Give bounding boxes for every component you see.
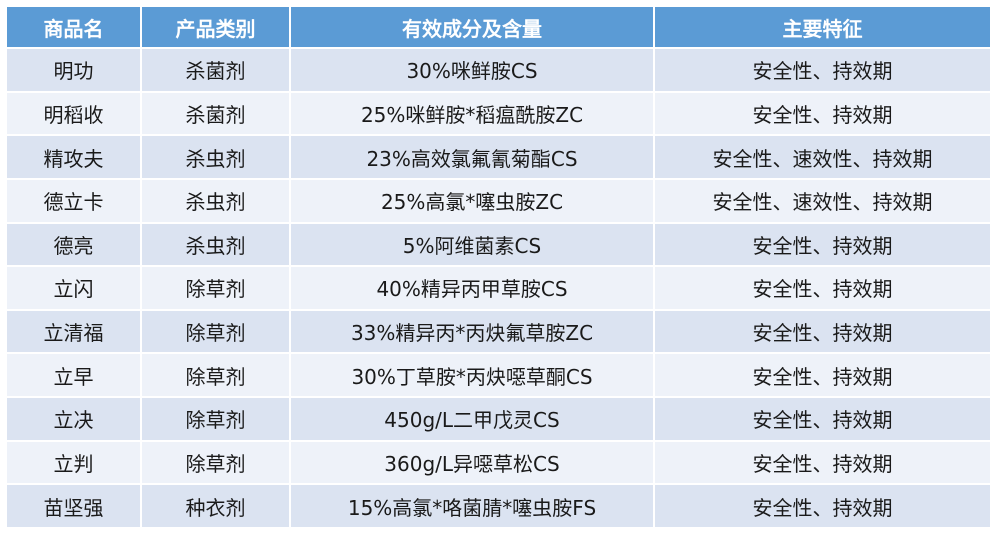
cell-product-category: 杀菌剂 [142, 49, 289, 91]
cell-main-features: 安全性、持效期 [655, 354, 990, 396]
header-active-ingredient: 有效成分及含量 [291, 7, 653, 47]
cell-product-name: 德亮 [7, 223, 140, 266]
cell-main-features: 安全性、持效期 [655, 398, 990, 440]
cell-product-name: 明功 [7, 49, 140, 91]
cell-product-name: 苗坚强 [7, 485, 140, 527]
cell-active-ingredient: 23%高效氯氟氰菊酯CS [291, 136, 653, 178]
cell-active-ingredient: 25%高氯*噻虫胺ZC [291, 179, 653, 222]
table-row: 立决 除草剂 450g/L二甲戊灵CS 安全性、持效期 [7, 398, 990, 440]
cell-product-name: 立决 [7, 398, 140, 440]
header-main-features: 主要特征 [655, 7, 990, 47]
cell-main-features: 安全性、持效期 [655, 49, 990, 91]
cell-active-ingredient: 15%高氯*咯菌腈*噻虫胺FS [291, 485, 653, 527]
table-row: 精攻夫 杀虫剂 23%高效氯氟氰菊酯CS 安全性、速效性、持效期 [7, 136, 990, 178]
cell-product-category: 种衣剂 [142, 485, 289, 527]
header-product-name: 商品名 [7, 7, 140, 47]
cell-active-ingredient: 33%精异丙*丙炔氟草胺ZC [291, 310, 653, 353]
cell-active-ingredient: 25%咪鲜胺*稻瘟酰胺ZC [291, 92, 653, 135]
cell-product-name: 精攻夫 [7, 136, 140, 178]
cell-product-category: 杀菌剂 [142, 92, 289, 135]
cell-main-features: 安全性、持效期 [655, 441, 990, 484]
cell-product-category: 除草剂 [142, 441, 289, 484]
table-row: 明稻收 杀菌剂 25%咪鲜胺*稻瘟酰胺ZC 安全性、持效期 [7, 92, 990, 135]
cell-product-name: 明稻收 [7, 92, 140, 135]
table-row: 德立卡 杀虫剂 25%高氯*噻虫胺ZC 安全性、速效性、持效期 [7, 179, 990, 222]
cell-product-category: 除草剂 [142, 310, 289, 353]
table-row: 明功 杀菌剂 30%咪鲜胺CS 安全性、持效期 [7, 49, 990, 91]
table-row: 立判 除草剂 360g/L异噁草松CS 安全性、持效期 [7, 441, 990, 484]
cell-main-features: 安全性、持效期 [655, 223, 990, 266]
cell-active-ingredient: 30%咪鲜胺CS [291, 49, 653, 91]
table-row: 德亮 杀虫剂 5%阿维菌素CS 安全性、持效期 [7, 223, 990, 266]
table-row: 立闪 除草剂 40%精异丙甲草胺CS 安全性、持效期 [7, 267, 990, 309]
cell-active-ingredient: 5%阿维菌素CS [291, 223, 653, 266]
cell-product-category: 除草剂 [142, 398, 289, 440]
table-row: 苗坚强 种衣剂 15%高氯*咯菌腈*噻虫胺FS 安全性、持效期 [7, 485, 990, 527]
cell-active-ingredient: 40%精异丙甲草胺CS [291, 267, 653, 309]
cell-product-category: 杀虫剂 [142, 136, 289, 178]
product-table: 商品名 产品类别 有效成分及含量 主要特征 明功 杀菌剂 30%咪鲜胺CS 安全… [5, 5, 992, 529]
table-header-row: 商品名 产品类别 有效成分及含量 主要特征 [7, 7, 990, 47]
cell-product-category: 除草剂 [142, 354, 289, 396]
cell-product-name: 立闪 [7, 267, 140, 309]
product-table-container: 商品名 产品类别 有效成分及含量 主要特征 明功 杀菌剂 30%咪鲜胺CS 安全… [5, 5, 990, 529]
cell-product-category: 除草剂 [142, 267, 289, 309]
cell-product-name: 立早 [7, 354, 140, 396]
cell-main-features: 安全性、持效期 [655, 485, 990, 527]
cell-main-features: 安全性、持效期 [655, 267, 990, 309]
cell-product-name: 立判 [7, 441, 140, 484]
cell-main-features: 安全性、持效期 [655, 92, 990, 135]
cell-active-ingredient: 450g/L二甲戊灵CS [291, 398, 653, 440]
cell-product-category: 杀虫剂 [142, 223, 289, 266]
table-row: 立清福 除草剂 33%精异丙*丙炔氟草胺ZC 安全性、持效期 [7, 310, 990, 353]
cell-main-features: 安全性、速效性、持效期 [655, 179, 990, 222]
cell-active-ingredient: 360g/L异噁草松CS [291, 441, 653, 484]
cell-main-features: 安全性、速效性、持效期 [655, 136, 990, 178]
table-row: 立早 除草剂 30%丁草胺*丙炔噁草酮CS 安全性、持效期 [7, 354, 990, 396]
cell-product-category: 杀虫剂 [142, 179, 289, 222]
cell-product-name: 立清福 [7, 310, 140, 353]
cell-main-features: 安全性、持效期 [655, 310, 990, 353]
header-product-category: 产品类别 [142, 7, 289, 47]
cell-active-ingredient: 30%丁草胺*丙炔噁草酮CS [291, 354, 653, 396]
cell-product-name: 德立卡 [7, 179, 140, 222]
